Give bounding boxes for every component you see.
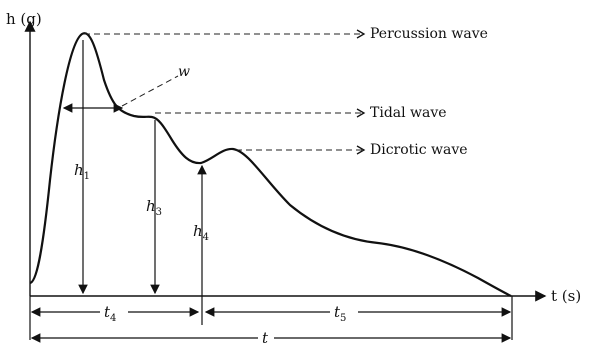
h4-label: h4 [193,222,209,243]
t4-label: t4 [104,303,116,324]
h3-label: h3 [146,197,162,218]
pulse-waveform-curve [29,32,512,297]
t-label: t [262,329,269,346]
t4-label-background [100,302,128,322]
dicrotic-wave-label: Dicrotic wave [370,142,468,158]
percussion-wave-label: Percussion wave [370,26,488,42]
tidal-wave-label: Tidal wave [370,105,447,121]
w-label: w [178,64,190,80]
t5-label-background [330,302,358,322]
t-label-background [258,328,274,346]
t5-label: t5 [334,303,346,324]
x-axis-label: t (s) [551,287,581,305]
h1-label: h1 [74,161,90,182]
y-axis-label: h (g) [6,10,42,28]
width-w-pointer [121,75,179,107]
